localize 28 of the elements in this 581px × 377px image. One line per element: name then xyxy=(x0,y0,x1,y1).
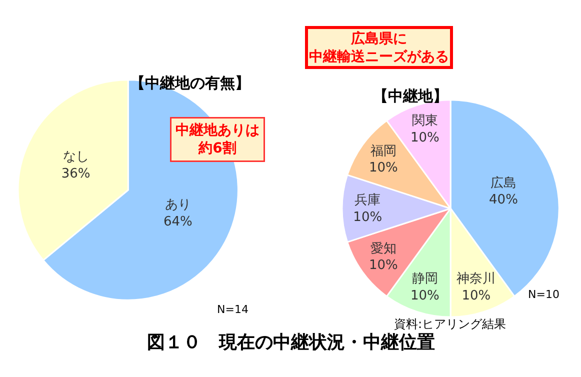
data-label: 10% xyxy=(462,288,491,304)
text: 中継輸送ニーズがある xyxy=(309,49,449,66)
slice-label: 静岡 xyxy=(412,271,438,286)
chart-title: 【中継地】 xyxy=(373,87,448,105)
text: 広島県に xyxy=(350,30,407,47)
slice-label: 広島 xyxy=(490,174,516,191)
data-label: 10% xyxy=(410,288,440,304)
data-label: 10% xyxy=(353,210,382,225)
data-label: 10% xyxy=(369,160,398,176)
slice-label: あり xyxy=(164,197,191,212)
caption: 図１０ 現在の中継状況・中継位置 xyxy=(147,332,435,353)
data-label: 40% xyxy=(489,192,518,208)
data-label: 10% xyxy=(410,130,440,146)
slice-label: なし xyxy=(62,149,89,164)
slice-label: 福岡 xyxy=(370,144,396,159)
text: N=10 xyxy=(528,288,560,301)
data-label: 64% xyxy=(163,214,192,230)
text: 約6割 xyxy=(198,140,236,157)
text: 中継地ありは xyxy=(176,122,260,138)
slice-label: 神奈川 xyxy=(456,271,496,286)
text: N=14 xyxy=(217,303,248,316)
data-label: 36% xyxy=(61,166,90,182)
chart-title: 【中継地の有無】 xyxy=(130,74,250,92)
slice-label: 兵庫 xyxy=(354,192,381,208)
data-label: 10% xyxy=(369,258,398,274)
slice-label: 愛知 xyxy=(370,241,396,256)
slice-label: 関東 xyxy=(412,114,438,129)
text: 資料:ヒアリング結果 xyxy=(394,317,506,331)
